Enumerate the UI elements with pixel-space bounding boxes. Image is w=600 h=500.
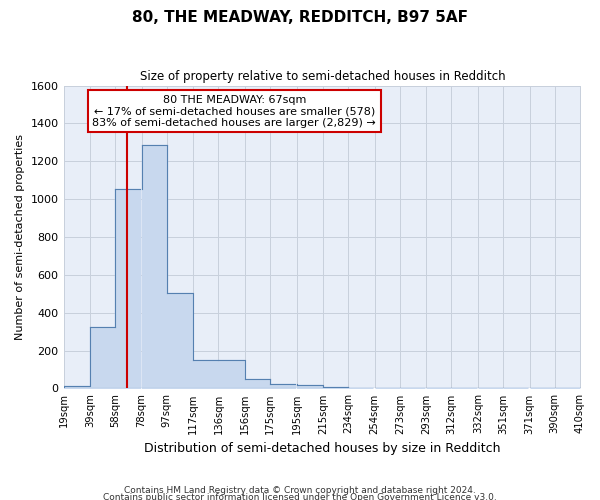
- X-axis label: Distribution of semi-detached houses by size in Redditch: Distribution of semi-detached houses by …: [144, 442, 500, 455]
- Text: 80 THE MEADWAY: 67sqm
← 17% of semi-detached houses are smaller (578)
83% of sem: 80 THE MEADWAY: 67sqm ← 17% of semi-deta…: [92, 94, 376, 128]
- Y-axis label: Number of semi-detached properties: Number of semi-detached properties: [15, 134, 25, 340]
- Text: 80, THE MEADWAY, REDDITCH, B97 5AF: 80, THE MEADWAY, REDDITCH, B97 5AF: [132, 10, 468, 25]
- Text: Contains public sector information licensed under the Open Government Licence v3: Contains public sector information licen…: [103, 494, 497, 500]
- Title: Size of property relative to semi-detached houses in Redditch: Size of property relative to semi-detach…: [140, 70, 505, 83]
- Text: Contains HM Land Registry data © Crown copyright and database right 2024.: Contains HM Land Registry data © Crown c…: [124, 486, 476, 495]
